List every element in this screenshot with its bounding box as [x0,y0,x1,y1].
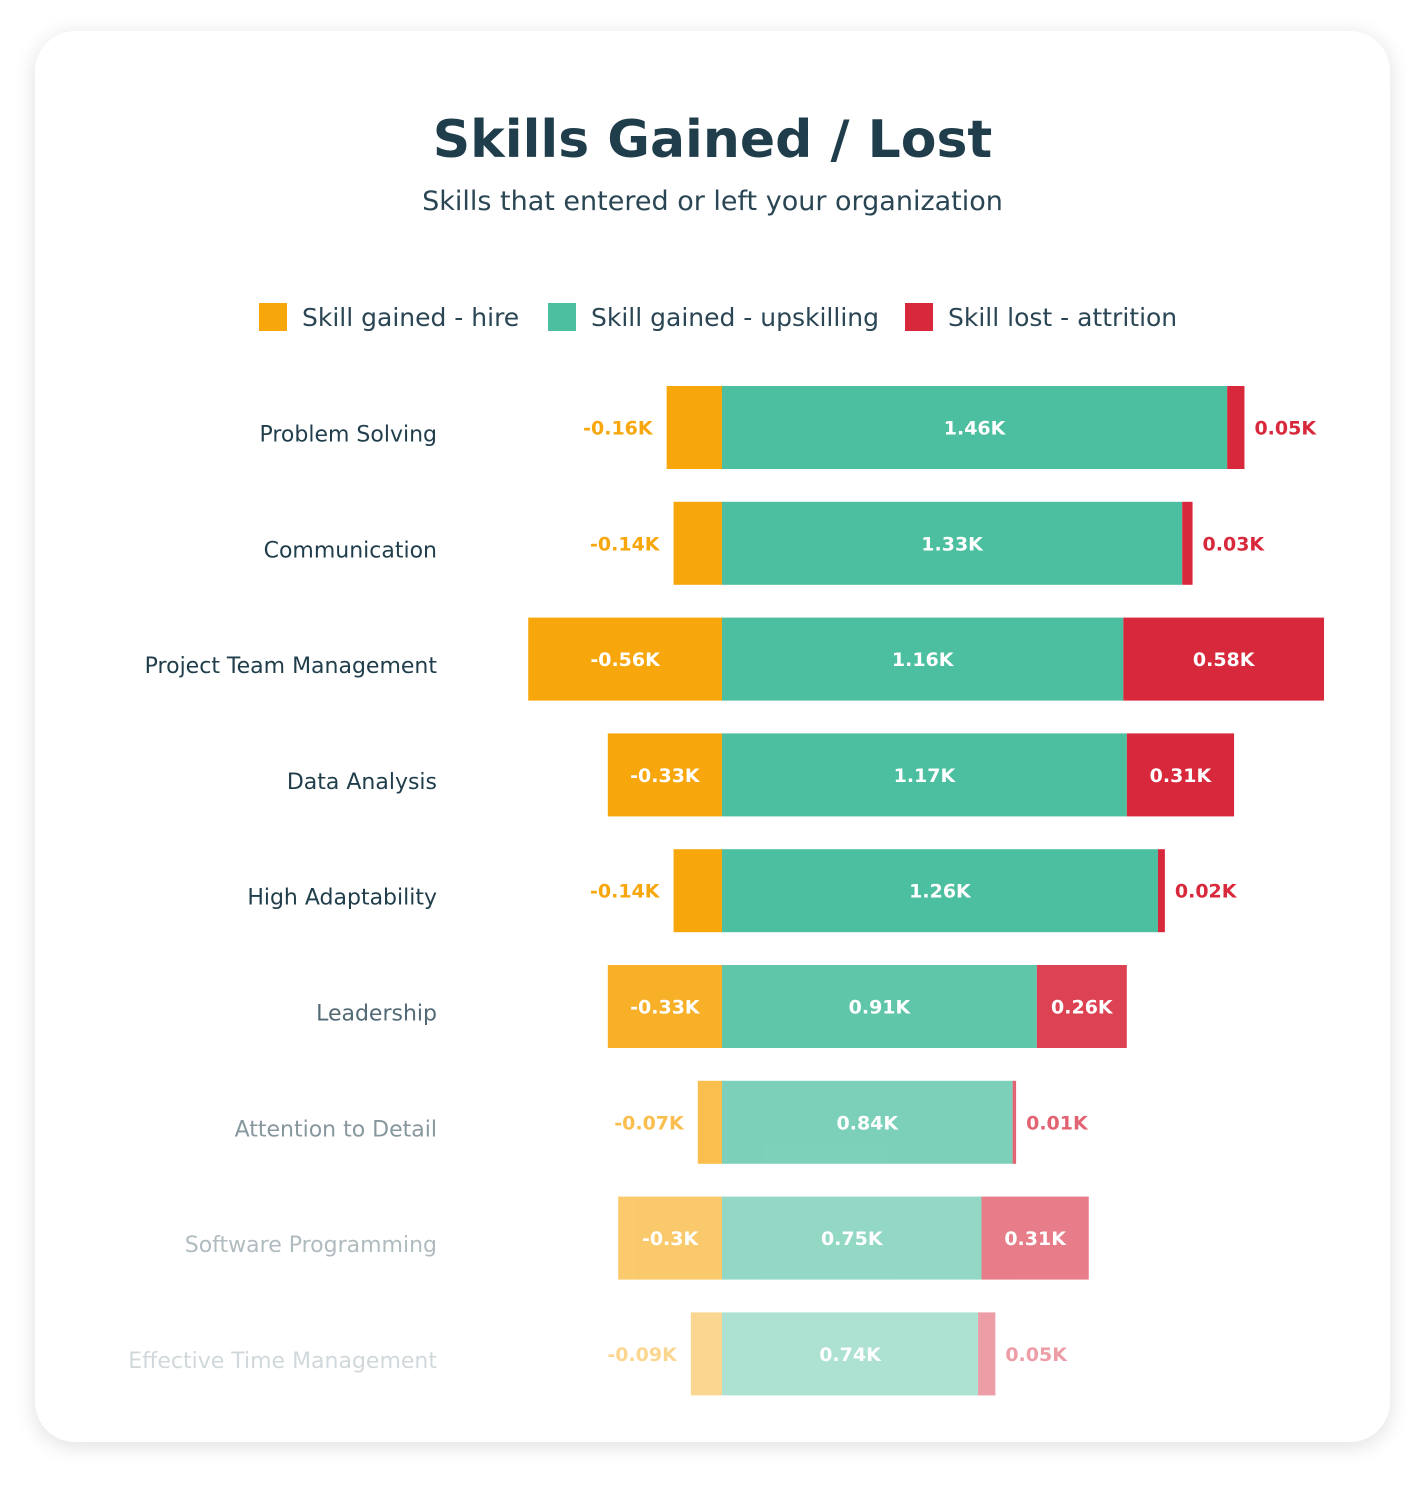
data-label-attrition: 0.58K [1193,649,1256,671]
bar-attrition [1126,733,1235,817]
bar-upskilling [722,965,1037,1048]
category-label: Project Team Management [145,654,438,679]
chart-subtitle: Skills that entered or left your organiz… [422,186,1003,217]
category-label: Effective Time Management [128,1349,437,1374]
bar-hire [690,1312,722,1396]
legend-label-3: Skill lost - attrition [948,303,1177,332]
bar-upskilling [722,501,1183,585]
bar-row: Problem Solving -0.16K 1.46K 0.05K [259,386,1317,469]
bar-row: Communication -0.14K 1.33K 0.03K [264,501,1266,585]
bar-upskilling [722,1312,979,1396]
legend-swatch-1 [259,303,287,331]
bar-attrition [981,1196,1089,1280]
category-label: Communication [264,538,437,563]
data-label-hire: -0.3K [642,1228,700,1250]
bar-upskilling [722,849,1158,933]
bar-row: Attention to Detail -0.07K 0.84K 0.01K [235,1080,1089,1164]
bar-upskilling [722,386,1228,469]
category-label: Data Analysis [287,770,437,795]
bar-hire [697,1080,722,1164]
category-label: Attention to Detail [235,1117,437,1142]
bar-hire [607,965,722,1048]
data-label-hire: -0.14K [590,881,661,903]
bar-attrition [1182,501,1193,585]
legend-label-2: Skill gained - upskilling [591,303,879,332]
data-label-attrition: 0.03K [1203,533,1266,555]
data-label-upskilling: 1.46K [944,418,1007,440]
data-label-attrition: 0.26K [1051,997,1114,1019]
data-label-upskilling: 1.17K [894,765,957,787]
data-label-upskilling: 0.74K [819,1344,882,1366]
data-label-upskilling: 0.84K [837,1112,900,1134]
data-label-attrition: 0.02K [1175,881,1238,903]
bar-row: High Adaptability -0.14K 1.26K 0.02K [247,849,1238,933]
data-label-upskilling: 0.75K [821,1228,884,1250]
bar-upskilling [722,1196,982,1280]
bar-hire [528,617,722,701]
data-label-hire: -0.09K [607,1344,678,1366]
bar-row: Project Team Management -0.56K 1.16K 0.58K [145,617,1325,701]
data-label-hire: -0.07K [614,1112,685,1134]
bar-attrition [1012,1080,1017,1164]
data-label-hire: -0.33K [630,997,701,1019]
data-label-attrition: 0.31K [1004,1228,1067,1250]
data-label-upskilling: 1.16K [892,649,955,671]
data-label-attrition: 0.01K [1026,1112,1089,1134]
bar-attrition [978,1312,996,1396]
bar-hire [673,501,722,585]
data-label-hire: -0.56K [590,649,661,671]
bar-row: Leadership -0.33K 0.91K 0.26K [316,965,1127,1048]
category-label: Software Programming [185,1233,437,1258]
data-label-upskilling: 1.26K [909,881,972,903]
bar-row: Data Analysis -0.33K 1.17K 0.31K [287,733,1235,817]
bar-attrition [1036,965,1127,1048]
data-label-attrition: 0.05K [1005,1344,1068,1366]
bar-hire [618,1196,722,1280]
bar-attrition [1227,386,1245,469]
data-label-hire: -0.14K [590,533,661,555]
legend-swatch-2 [548,303,576,331]
bar-row: Effective Time Management -0.09K 0.74K 0.05… [128,1312,1068,1396]
data-label-hire: -0.16K [583,418,654,440]
bar-row: Software Programming -0.3K 0.75K 0.31K [185,1196,1089,1280]
category-label: High Adaptability [247,886,437,911]
legend-label-1: Skill gained - hire [302,303,519,332]
data-label-upskilling: 0.91K [849,997,912,1019]
bar-upskilling [722,1080,1013,1164]
bar-upskilling [722,733,1127,817]
category-label: Problem Solving [259,423,437,448]
data-label-upskilling: 1.33K [921,533,984,555]
chart-title: Skills Gained / Lost [432,110,993,170]
bar-hire [673,849,722,933]
data-label-attrition: 0.05K [1254,418,1317,440]
legend-swatch-3 [905,303,933,331]
category-label: Leadership [316,1002,437,1027]
bar-attrition [1123,617,1325,701]
bar-upskilling [722,617,1124,701]
data-label-hire: -0.33K [630,765,701,787]
bar-hire [666,386,722,469]
bar-hire [607,733,722,817]
data-label-attrition: 0.31K [1150,765,1213,787]
bar-attrition [1157,849,1165,933]
